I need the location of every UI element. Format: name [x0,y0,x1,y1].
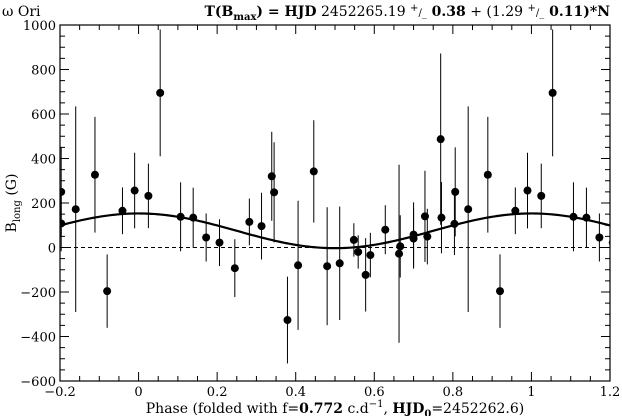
data-point [595,233,604,242]
data-point [323,262,332,271]
x-axis-label-exp: −1 [369,399,384,410]
y-axis-label-main: B [4,222,20,232]
data-point [395,249,404,258]
x-axis-label: Phase (folded with f=0.772 c.d−1, HJD0=2… [146,399,524,416]
ephemeris-epoch: 2452265.19 [317,4,411,20]
x-tick-label: 1.2 [600,385,621,400]
data-point [283,316,292,325]
x-tick-label: 0.6 [364,385,385,400]
x-axis-label-b: c.d [343,401,369,416]
data-points-group [60,29,610,364]
ephemeris-t-sub: max [233,12,257,23]
y-tick-label: −400 [20,331,56,346]
x-tick-label: 0.8 [443,385,464,400]
data-point [366,251,375,260]
data-point [335,259,344,268]
data-point [230,264,239,273]
data-point [483,170,492,179]
y-axis-label-unit: (G) [4,174,20,201]
ephemeris-pm-sup-2: + [528,3,536,14]
x-axis-label-c: , [383,401,392,416]
data-point [118,206,127,215]
data-point [464,205,473,214]
ephemeris-pm-sup: + [410,3,418,14]
fit-curve [60,212,610,250]
y-tick-label: −200 [20,286,56,301]
ephemeris-period: + (1.29 [466,4,528,20]
ephemeris-err0: 0.38 [427,4,466,20]
x-tick-label: 0 [134,385,142,400]
data-point [537,191,546,200]
data-point [396,242,405,251]
axis-tick-labels: −0.2 0 0.2 0.4 0.6 0.8 1 1.2 −600 −400 −200 0 200 400… [20,19,620,400]
x-axis-label-a: Phase (folded with f= [146,401,299,416]
data-point [144,191,153,200]
x-tick-label: 0.4 [285,385,306,400]
data-point [130,186,139,195]
y-tick-label: 400 [31,153,56,168]
x-axis-label-hjd0: HJD [392,401,424,416]
data-point [451,187,460,196]
x-tick-label: 1 [527,385,535,400]
plot-frame [59,24,611,382]
y-tick-label: 0 [48,242,56,257]
data-point [548,88,557,97]
data-point [215,238,224,247]
y-tick-label: 1000 [23,19,56,34]
y-tick-label: 600 [31,108,56,123]
x-axis-label-hjd0-sub: 0 [424,409,431,416]
y-tick-label: 200 [31,197,56,212]
data-point [436,135,445,144]
y-tick-label: −600 [20,375,56,390]
data-point [496,287,504,296]
ephemeris-header: T(Bmax) = HJD 2452265.19 +/_ 0.38 + (1.2… [205,3,611,23]
star-name-label: ω Ori [2,4,41,20]
data-point [354,247,363,256]
data-point [294,261,303,270]
x-tick-label: 0.2 [207,385,228,400]
ephemeris-pm-sub: /_ [418,8,426,19]
y-axis-label-sub: long [12,200,23,223]
x-axis-label-f: 0.772 [299,401,343,416]
ephemeris-t-prefix: T(B [205,4,234,20]
data-point [270,188,279,197]
data-point [381,225,390,234]
ephemeris-t-mid: ) = [256,4,284,20]
data-point [349,235,358,244]
data-point [103,287,112,296]
x-axis-label-d: =2452262.6) [431,401,524,416]
y-tick-label: 800 [31,64,56,79]
x-tick-label: −0.2 [44,385,76,400]
ephemeris-err1: 0.11)*N [544,4,610,20]
data-point [71,205,80,214]
ephemeris-hjd: HJD [285,4,317,20]
data-point [245,217,254,226]
data-point [437,213,446,222]
fit-curve-group [60,212,610,250]
data-point [202,233,211,242]
data-point [90,170,99,179]
data-point [309,167,318,176]
data-point [156,88,165,97]
ephemeris-pm-sub-2: /_ [536,8,544,19]
data-point [511,206,520,215]
y-axis-label: Blong (G) [4,174,23,233]
data-point [60,187,66,196]
data-point [423,232,432,241]
data-point [523,186,532,195]
data-point [257,222,266,231]
data-point [361,270,370,279]
